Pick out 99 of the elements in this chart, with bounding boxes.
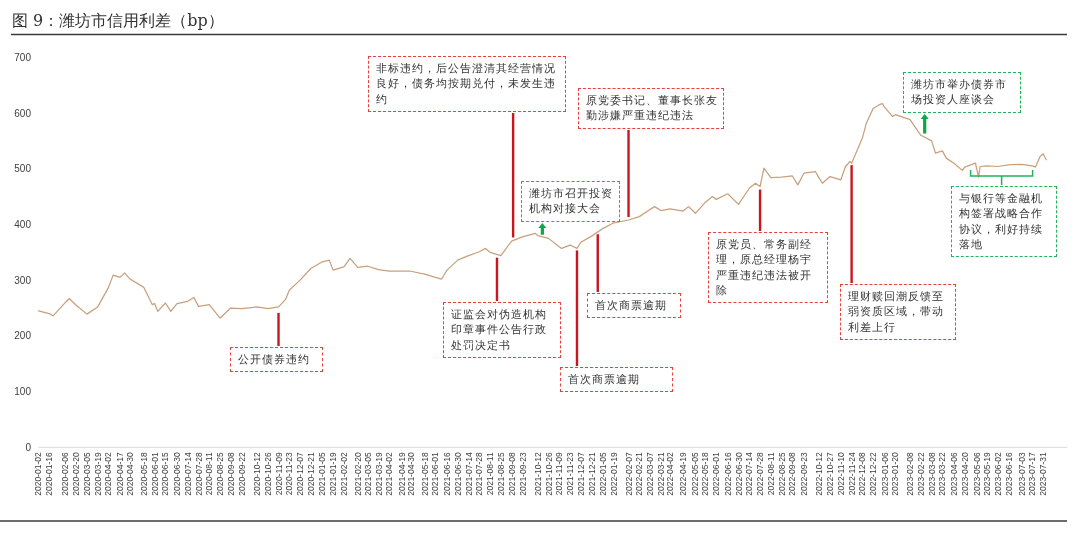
x-tick-label: 2022-03-07	[645, 452, 656, 496]
x-tick-label: 2021-04-19	[397, 452, 408, 496]
x-tick-label: 2020-01-16	[44, 452, 55, 496]
x-tick-label: 2021-12-21	[586, 452, 597, 496]
x-tick-label: 2022-07-28	[755, 452, 766, 496]
x-tick-label: 2020-10-26	[262, 452, 273, 496]
x-tick-label: 2023-06-16	[1003, 452, 1014, 496]
x-tick-label: 2022-04-02	[665, 452, 676, 496]
x-tick-label: 2021-02-20	[352, 452, 363, 496]
x-tick-label: 2023-07-03	[1016, 452, 1027, 496]
x-tick-label: 2022-10-12	[813, 452, 824, 496]
x-tick-label: 2021-10-12	[532, 452, 543, 496]
x-tick-label: 2020-06-15	[160, 452, 171, 496]
x-tick-label: 2020-03-19	[92, 452, 103, 496]
x-tick-label: 2021-06-01	[430, 452, 441, 496]
x-tick-label: 2023-04-20	[959, 452, 970, 496]
x-tick-label: 2022-08-25	[776, 452, 787, 496]
x-tick-label: 2022-10-27	[825, 452, 836, 496]
chart-title: 图 9：潍坊市信用利差（bp）	[12, 11, 224, 30]
x-tick-label: 2021-02-02	[338, 452, 349, 496]
x-tick-label: 2021-06-30	[452, 452, 463, 496]
x-tick-label: 2022-08-11	[765, 452, 776, 496]
y-tick-label: 600	[14, 107, 32, 119]
x-tick-label: 2021-10-26	[543, 452, 554, 496]
y-tick-label: 400	[14, 218, 32, 230]
x-tick-label: 2020-06-30	[171, 452, 182, 496]
x-tick-label: 2023-05-06	[972, 452, 982, 496]
x-tick-label: 2020-06-01	[149, 452, 160, 496]
x-tick-label: 2020-11-23	[284, 452, 295, 496]
x-tick-label: 2023-02-08	[905, 452, 916, 496]
x-tick-label: 2021-08-25	[495, 452, 506, 496]
x-tick-label: 2023-02-22	[915, 452, 926, 496]
x-tick-label: 2021-03-19	[373, 452, 384, 496]
x-tick-label: 2022-07-14	[744, 452, 755, 496]
x-tick-label: 2022-02-07	[623, 452, 634, 496]
x-tick-label: 2020-07-28	[193, 452, 204, 496]
y-tick-label: 500	[14, 163, 32, 175]
x-tick-label: 2023-03-08	[926, 452, 937, 496]
x-tick-label: 2022-06-30	[733, 452, 744, 496]
x-tick-label: 2020-11-09	[273, 452, 284, 496]
x-tick-label: 2023-07-17	[1027, 452, 1038, 496]
x-tick-label: 2023-03-22	[937, 452, 948, 496]
x-tick-label: 2021-07-28	[474, 452, 485, 496]
x-tick-label: 2021-04-02	[384, 452, 395, 496]
x-tick-label: 2020-04-17	[115, 452, 126, 496]
x-tick-label: 2022-11-10	[835, 452, 846, 496]
x-tick-label: 2020-04-30	[125, 452, 136, 496]
y-tick-label: 100	[14, 386, 32, 398]
x-tick-label: 2023-07-31	[1038, 452, 1049, 496]
x-tick-label: 2023-05-19	[982, 452, 992, 496]
x-tick-label: 2020-05-18	[138, 452, 149, 496]
x-tick-label: 2020-08-11	[204, 452, 215, 496]
x-tick-label: 2022-09-23	[798, 452, 809, 496]
x-tick-label: 2021-07-14	[463, 452, 474, 496]
x-tick-label: 2020-02-06	[60, 452, 71, 496]
x-tick-label: 2022-12-22	[868, 452, 879, 496]
x-tick-label: 2022-05-18	[700, 452, 711, 496]
x-tick-label: 2022-11-24	[846, 452, 857, 496]
x-tick-label: 2021-11-23	[565, 452, 576, 496]
x-tick-label: 2021-06-16	[441, 452, 452, 496]
x-tick-label: 2022-02-21	[634, 452, 645, 496]
x-tick-label: 2023-06-02	[992, 452, 1003, 496]
y-tick-label: 0	[25, 441, 32, 453]
x-tick-label: 2020-12-07	[295, 452, 306, 496]
x-tick-label: 2020-09-22	[236, 452, 247, 496]
x-tick-label: 2023-04-06	[948, 452, 959, 496]
x-tick-label: 2023-01-20	[890, 452, 901, 496]
x-tick-label: 2022-09-08	[787, 452, 798, 496]
x-tick-label: 2022-06-16	[722, 452, 733, 496]
x-tick-label: 2022-12-08	[857, 452, 868, 496]
x-tick-label: 2020-07-14	[182, 452, 193, 496]
x-tick-label: 2022-06-01	[711, 452, 722, 496]
x-tick-label: 2020-12-21	[305, 452, 316, 496]
x-tick-label: 2020-10-12	[251, 452, 262, 496]
x-tick-label: 2020-02-20	[71, 452, 82, 496]
x-tick-label: 2022-01-05	[598, 452, 609, 496]
x-tick-label: 2020-08-25	[215, 452, 226, 496]
y-tick-label: 300	[14, 274, 32, 286]
x-tick-label: 2022-01-19	[608, 452, 619, 496]
x-tick-label: 2021-09-08	[506, 452, 517, 496]
x-tick-label: 2021-04-30	[405, 452, 416, 496]
x-tick-label: 2020-03-05	[81, 452, 92, 496]
x-tick-label: 2021-01-05	[317, 452, 328, 496]
x-tick-label: 2021-01-19	[328, 452, 339, 496]
x-tick-label: 2020-04-02	[103, 452, 114, 496]
y-tick-label: 200	[14, 330, 32, 342]
x-tick-label: 2021-05-18	[419, 452, 430, 496]
x-tick-label: 2022-04-19	[678, 452, 689, 496]
x-tick-label: 2021-11-09	[554, 452, 565, 496]
x-tick-label: 2020-01-02	[33, 452, 44, 496]
x-tick-label: 2021-03-05	[362, 452, 373, 496]
x-tick-label: 2021-09-23	[518, 452, 529, 496]
x-tick-label: 2021-12-07	[575, 452, 586, 496]
x-tick-label: 2022-03-21	[655, 452, 666, 496]
x-tick-label: 2022-05-05	[690, 452, 701, 496]
y-tick-label: 700	[14, 51, 32, 63]
x-tick-label: 2020-09-08	[225, 452, 236, 496]
x-tick-label: 2023-01-06	[879, 452, 890, 496]
x-tick-label: 2021-08-11	[485, 452, 496, 496]
